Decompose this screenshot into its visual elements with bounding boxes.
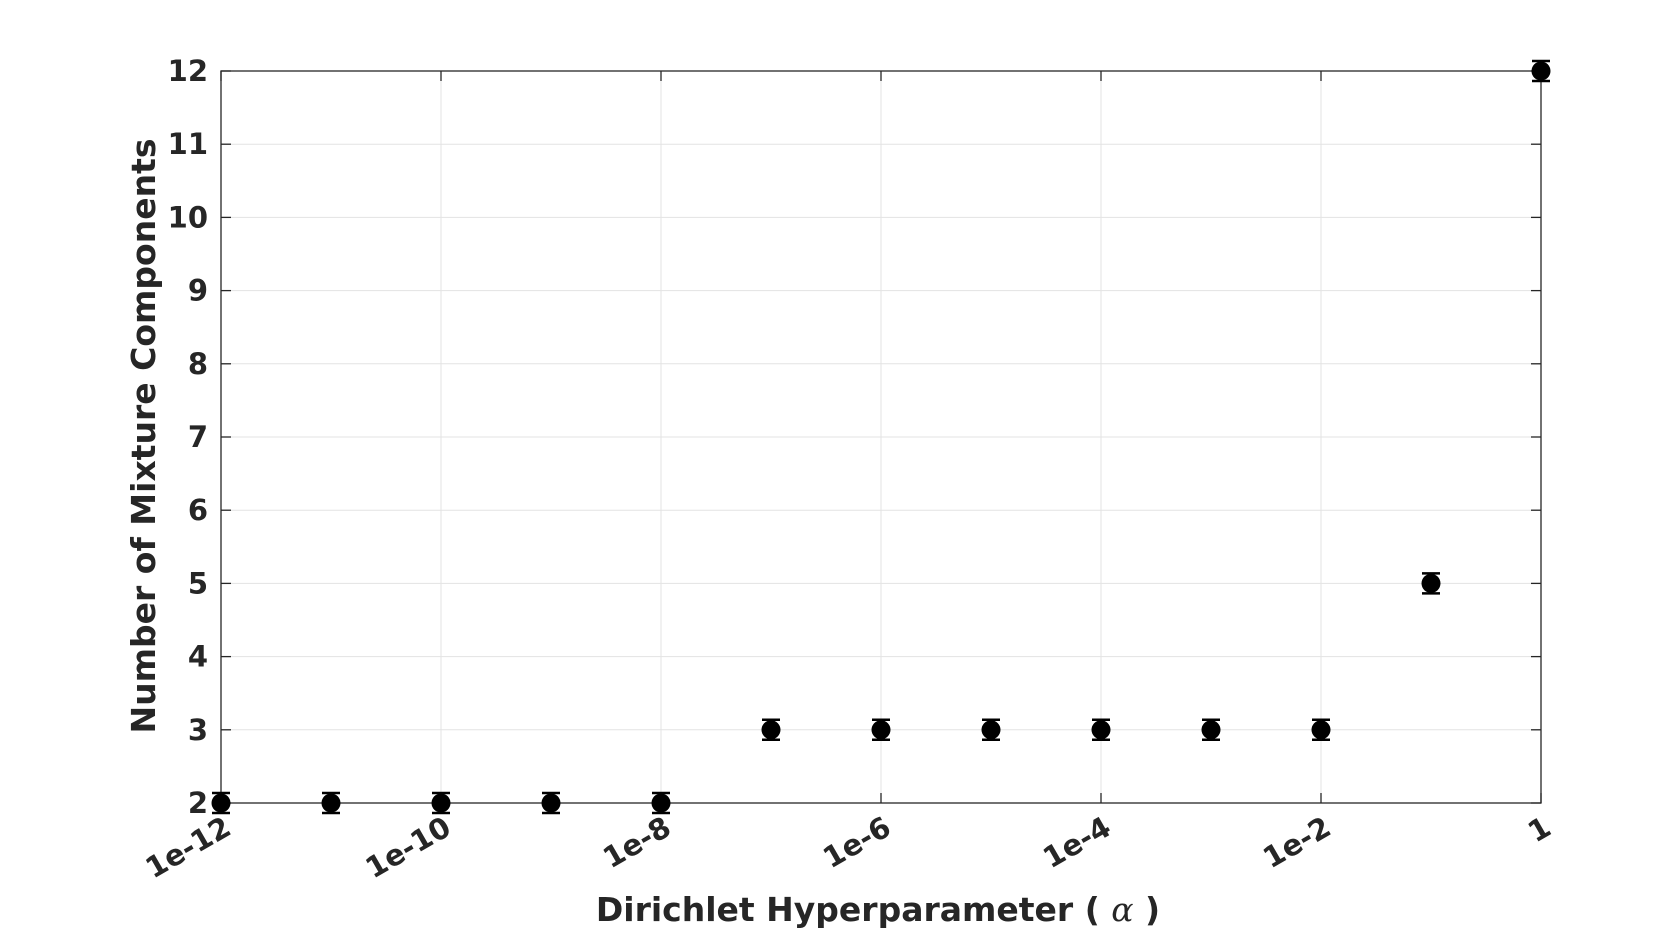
data-point-marker xyxy=(981,720,1001,740)
y-tick-label: 12 xyxy=(168,54,208,88)
data-point xyxy=(1421,572,1441,595)
data-point-marker xyxy=(211,793,231,813)
data-point xyxy=(651,791,671,815)
data-point-marker xyxy=(761,720,781,740)
y-tick-labels: 2 3 4 5 6 7 8 9 10 11 12 xyxy=(168,54,208,820)
data-point xyxy=(211,791,231,815)
tick-marks xyxy=(220,70,1542,804)
y-tick-label: 9 xyxy=(188,274,208,308)
data-point xyxy=(981,718,1001,742)
data-point xyxy=(1091,718,1111,742)
data-point xyxy=(1201,718,1221,742)
data-point xyxy=(1311,718,1331,742)
data-point xyxy=(321,791,341,815)
data-point-marker xyxy=(1201,720,1221,740)
y-tick-label: 10 xyxy=(168,200,208,234)
y-tick-label: 5 xyxy=(188,566,208,600)
data-point-marker xyxy=(1311,720,1331,740)
x-tick-label: 1e-8 xyxy=(597,810,676,875)
y-tick-label: 2 xyxy=(188,786,208,820)
y-tick-label: 6 xyxy=(188,493,208,527)
alpha-symbol: α xyxy=(1111,890,1133,928)
grid xyxy=(220,70,1542,804)
data-point xyxy=(871,718,891,742)
x-axis-label-suffix: ) xyxy=(1134,890,1161,928)
x-tick-label: 1 xyxy=(1522,810,1556,850)
x-tick-label: 1e-10 xyxy=(360,810,457,886)
y-tick-label: 8 xyxy=(188,347,208,381)
x-tick-label: 1e-6 xyxy=(817,810,896,875)
data-points xyxy=(211,59,1551,815)
y-axis-label: Number of Mixture Components xyxy=(124,139,163,734)
data-point-marker xyxy=(541,793,561,813)
y-tick-label: 4 xyxy=(188,640,208,674)
x-tick-labels: 1e-12 1e-10 1e-8 1e-6 1e-4 1e-2 1 xyxy=(140,810,1557,886)
data-point-marker xyxy=(651,793,671,813)
data-point-marker xyxy=(1421,573,1441,593)
x-axis-label-prefix: Dirichlet Hyperparameter ( xyxy=(596,890,1111,928)
x-tick-label: 1e-2 xyxy=(1257,810,1336,875)
data-point-marker xyxy=(431,793,451,813)
data-point xyxy=(541,791,561,815)
data-point-marker xyxy=(871,720,891,740)
x-axis-label: Dirichlet Hyperparameter ( α ) xyxy=(596,890,1160,928)
data-point-marker xyxy=(1531,61,1551,81)
y-tick-label: 7 xyxy=(188,420,208,454)
x-tick-label: 1e-4 xyxy=(1037,810,1116,875)
data-point xyxy=(761,718,781,742)
x-tick-label: 1e-12 xyxy=(140,810,237,886)
y-tick-label: 11 xyxy=(168,127,208,161)
data-point-marker xyxy=(321,793,341,813)
data-point-marker xyxy=(1091,720,1111,740)
data-point xyxy=(1531,59,1551,83)
data-point xyxy=(431,791,451,815)
y-tick-label: 3 xyxy=(188,713,208,747)
